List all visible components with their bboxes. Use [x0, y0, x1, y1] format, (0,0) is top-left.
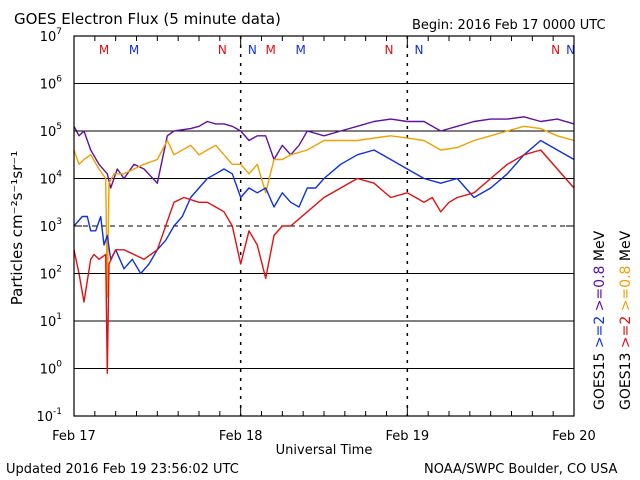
- x-axis-ticks: Feb 17 Feb 18 Feb 19 Feb 20: [52, 36, 596, 444]
- y-tick-label: 102: [40, 265, 62, 283]
- chart-title: GOES Electron Flux (5 minute data): [14, 10, 281, 28]
- y-axis-ticks: 10-1 100 101 102 103 104 105 106 107: [36, 27, 574, 425]
- legend-column: GOES13 >=2 >=0.8 MeV: [618, 230, 634, 410]
- marker-label: N: [248, 43, 257, 57]
- y-tick-label: 10-1: [36, 407, 62, 425]
- series-lines: [73, 116, 575, 374]
- y-tick-label: 104: [40, 170, 63, 188]
- plot-frame: [73, 35, 575, 417]
- x-tick-label: Feb 17: [52, 429, 96, 444]
- marker-label: M: [99, 43, 109, 57]
- marker-label: N: [415, 43, 424, 57]
- x-axis-label: Universal Time: [276, 443, 373, 458]
- y-tick-label: 103: [40, 217, 62, 235]
- series-line: [73, 139, 575, 275]
- y-tick-label: 107: [40, 27, 62, 45]
- y-tick-label: 105: [40, 122, 62, 140]
- x-tick-label: Feb 20: [552, 429, 596, 444]
- marker-label: N: [566, 43, 575, 57]
- marker-label: N: [385, 43, 394, 57]
- y-axis-label: Particles cm⁻²s⁻¹sr⁻¹: [8, 151, 26, 305]
- marker-label: M: [295, 43, 305, 57]
- y-tick-label: 101: [40, 312, 62, 330]
- marker-label: N: [218, 43, 227, 57]
- legend: GOES15 >=2 >=0.8 MeV GOES13 >=2 >=0.8 MeV: [592, 230, 634, 410]
- y-tick-label: 100: [40, 360, 63, 378]
- begin-time: Begin: 2016 Feb 17 0000 UTC: [412, 18, 606, 33]
- marker-label: N: [551, 43, 560, 57]
- updated-timestamp: Updated 2016 Feb 19 23:56:02 UTC: [6, 462, 239, 477]
- credit-text: NOAA/SWPC Boulder, CO USA: [424, 462, 617, 477]
- y-tick-label: 106: [40, 75, 63, 93]
- legend-column: GOES15 >=2 >=0.8 MeV: [592, 230, 608, 410]
- x-tick-label: Feb 18: [219, 429, 263, 444]
- grid-lines: [74, 36, 574, 416]
- marker-label: M: [129, 43, 139, 57]
- series-line: [73, 125, 575, 298]
- marker-label: M: [265, 43, 275, 57]
- x-tick-label: Feb 19: [385, 429, 429, 444]
- series-line: [73, 149, 575, 374]
- series-line: [73, 116, 575, 189]
